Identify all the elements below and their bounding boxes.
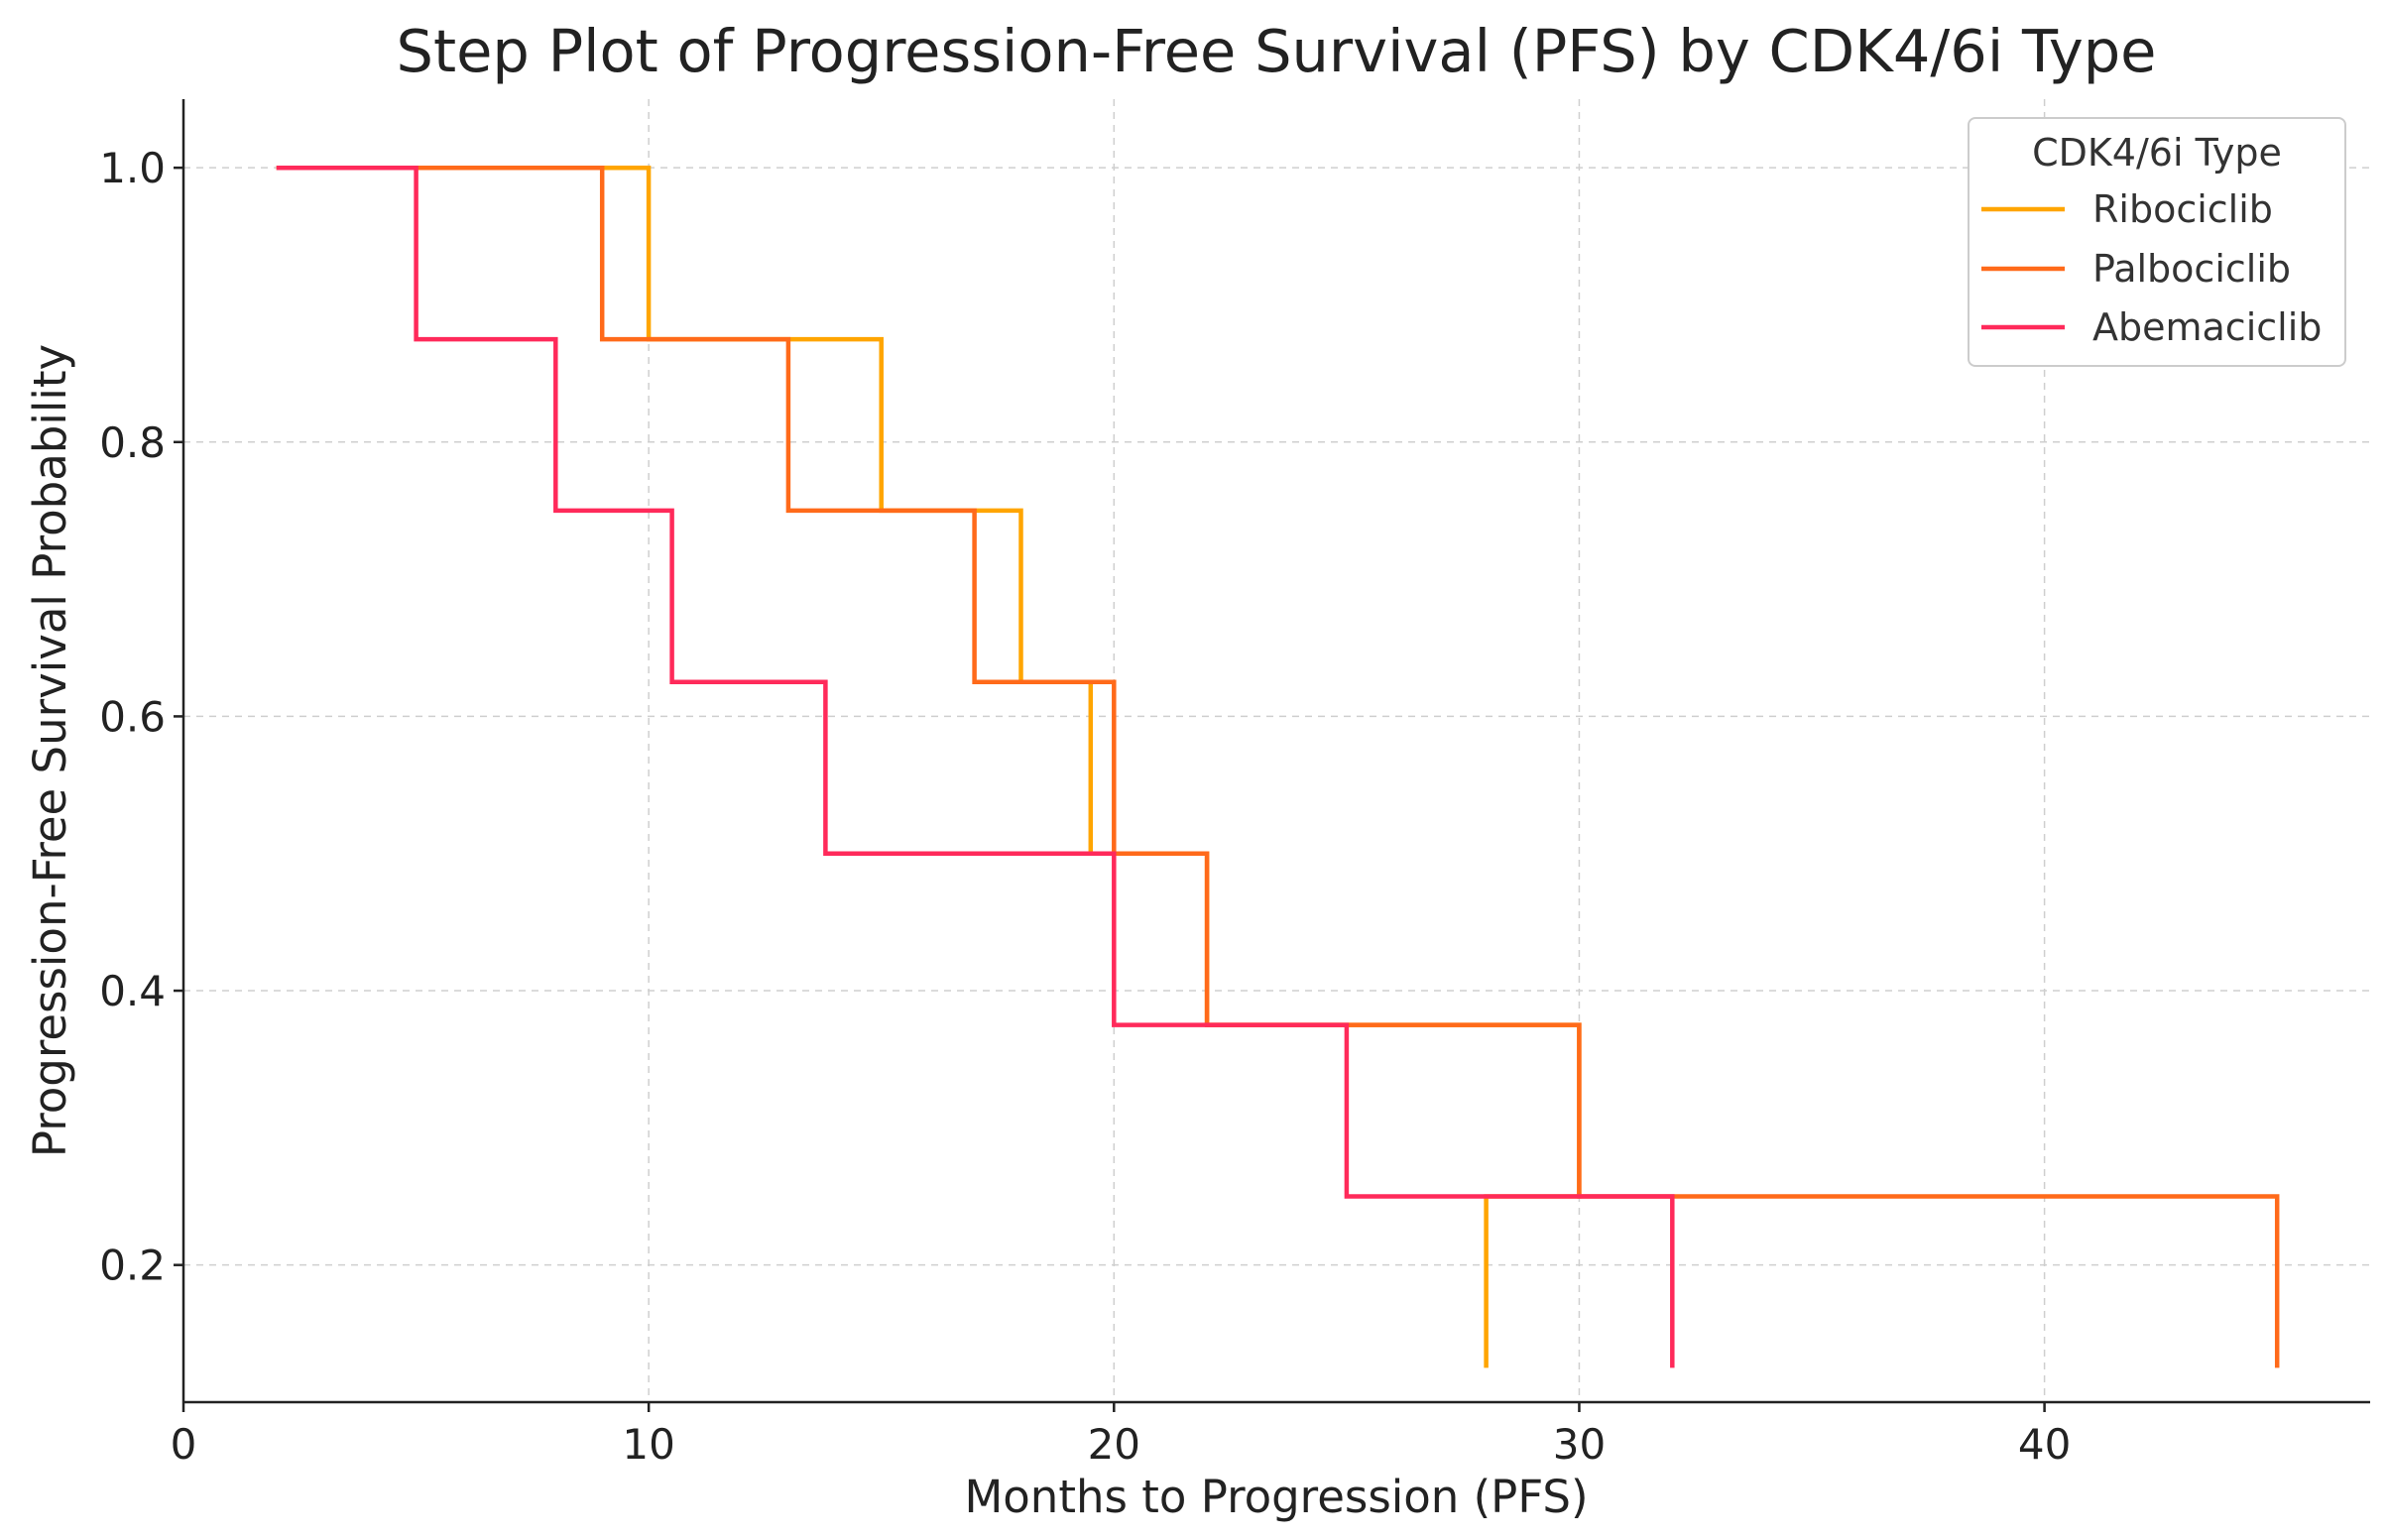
y-tick-label: 0.4 (99, 967, 166, 1015)
x-tick-label: 30 (1553, 1420, 1606, 1469)
series-line-palbociclib (276, 165, 2280, 1368)
legend-label-ribociclib: Ribociclib (2092, 187, 2273, 231)
axis-ticks: 0 10 20 30 40 0.2 0.4 0.6 0.8 1.0 (99, 144, 2071, 1469)
series-line-abemaciclib (276, 165, 1675, 1368)
y-tick-label: 0.2 (99, 1242, 166, 1290)
x-tick-label: 40 (2018, 1420, 2071, 1469)
y-axis-label: Progression-Free Survival Probability (24, 344, 76, 1157)
series-line-ribociclib (276, 165, 1582, 1368)
x-axis-label: Months to Progression (PFS) (964, 1471, 1588, 1523)
chart-title: Step Plot of Progression-Free Survival (… (397, 17, 2157, 85)
y-tick-label: 1.0 (99, 144, 166, 192)
legend-label-abemaciclib: Abemaciclib (2092, 305, 2322, 349)
legend-title: CDK4/6i Type (2032, 131, 2282, 175)
x-tick-label: 0 (171, 1420, 197, 1469)
y-tick-label: 0.8 (99, 418, 166, 467)
y-tick-label: 0.6 (99, 692, 166, 741)
legend: CDK4/6i Type Ribociclib Palbociclib Abem… (1968, 117, 2346, 367)
legend-box (1968, 117, 2346, 367)
x-tick-label: 20 (1088, 1420, 1140, 1469)
series-group (276, 165, 2280, 1368)
x-tick-label: 10 (622, 1420, 674, 1469)
legend-label-palbociclib: Palbociclib (2092, 247, 2291, 291)
